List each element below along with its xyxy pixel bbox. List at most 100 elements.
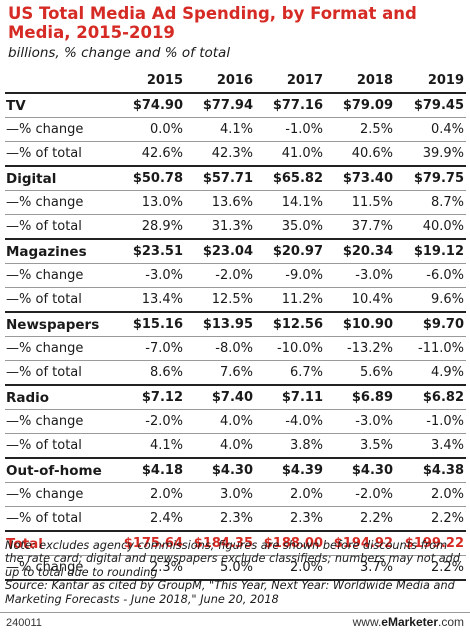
value-cell: 40.6% [325,141,395,167]
table-row: —% change 2.3% 5.0% 2.0% 3.7% 2.2% [5,555,466,581]
value-cell: 5.6% [325,360,395,386]
value-cell: -9.0% [255,263,325,288]
value-cell: 3.7% [325,555,395,581]
value-cell: 13.6% [185,190,255,215]
value-cell: -1.0% [255,117,325,142]
value-cell: -13.2% [325,336,395,361]
value-cell: 8.7% [395,190,466,215]
value-cell: $4.38 [395,457,466,483]
value-cell: $79.09 [325,93,395,118]
value-cell: 10.4% [325,287,395,313]
row-label: —% change [5,482,117,507]
value-cell: $15.16 [117,311,185,337]
value-cell: 40.0% [395,214,466,240]
value-cell: -2.0% [325,482,395,507]
value-cell: $65.82 [255,165,325,191]
source-text: Source: Kantar as cited by GroupM, "This… [5,579,455,606]
value-cell: $20.97 [255,238,325,264]
value-cell: $13.95 [185,311,255,337]
row-label: Digital [5,165,117,191]
table-row: —% of total 28.9% 31.3% 35.0% 37.7% 40.0% [5,214,466,240]
value-cell: 42.3% [185,141,255,167]
row-label: Newspapers [5,311,117,337]
value-cell: $12.56 [255,311,325,337]
value-cell: 2.0% [255,482,325,507]
row-label: —% change [5,190,117,215]
value-cell: 4.9% [395,360,466,386]
value-cell: -1.0% [395,409,466,434]
value-cell: $194.92 [325,530,395,556]
value-cell: 4.0% [185,433,255,459]
value-cell: 35.0% [255,214,325,240]
header-cell: 2019 [395,69,466,94]
table-row: —% of total 4.1% 4.0% 3.8% 3.5% 3.4% [5,433,466,459]
logo-suffix: .com [437,615,464,629]
value-cell: $199.22 [395,530,466,556]
emarketer-logo: www.eMarketer.com [353,615,464,629]
value-cell: -3.0% [325,409,395,434]
value-cell: $188.00 [255,530,325,556]
value-cell: $10.90 [325,311,395,337]
value-cell: $79.75 [395,165,466,191]
value-cell: $73.40 [325,165,395,191]
value-cell: $4.18 [117,457,185,483]
value-cell: $4.39 [255,457,325,483]
table-row: —% change 13.0% 13.6% 14.1% 11.5% 8.7% [5,190,466,215]
table-row: —% change -7.0% -8.0% -10.0% -13.2% -11.0% [5,336,466,361]
value-cell: 31.3% [185,214,255,240]
value-cell: -3.0% [117,263,185,288]
value-cell: 0.4% [395,117,466,142]
value-cell: 11.2% [255,287,325,313]
value-cell: 2.2% [325,506,395,532]
value-cell: $23.51 [117,238,185,264]
value-cell: -11.0% [395,336,466,361]
value-cell: 4.1% [185,117,255,142]
value-cell: 2.4% [117,506,185,532]
row-label: TV [5,93,117,118]
table-row: —% change -2.0% 4.0% -4.0% -3.0% -1.0% [5,409,466,434]
header-cell [5,69,117,94]
header-cell: 2016 [185,69,255,94]
chart-subtitle: billions, % change and % of total [8,45,231,61]
table-row: —% of total 2.4% 2.3% 2.3% 2.2% 2.2% [5,506,466,532]
table-row: —% change 2.0% 3.0% 2.0% -2.0% 2.0% [5,482,466,507]
value-cell: 28.9% [117,214,185,240]
value-cell: -10.0% [255,336,325,361]
value-cell: 3.8% [255,433,325,459]
row-label: —% change [5,117,117,142]
chart-title: US Total Media Ad Spending, by Format an… [8,4,417,42]
value-cell: 8.6% [117,360,185,386]
row-label: Total [5,530,117,556]
row-label: —% of total [5,433,117,459]
value-cell: 2.5% [325,117,395,142]
value-cell: 12.5% [185,287,255,313]
value-cell: 3.5% [325,433,395,459]
data-table: 2015 2016 2017 2018 2019 TV $74.90 $77.94 $… [5,69,466,581]
value-cell: 3.0% [185,482,255,507]
value-cell: 2.0% [117,482,185,507]
value-cell: 2.3% [117,555,185,581]
value-cell: $20.34 [325,238,395,264]
value-cell: $77.16 [255,93,325,118]
value-cell: 7.6% [185,360,255,386]
row-label: —% of total [5,214,117,240]
value-cell: 2.3% [255,506,325,532]
table-row: —% change -3.0% -2.0% -9.0% -3.0% -6.0% [5,263,466,288]
value-cell: $4.30 [325,457,395,483]
logo-brand: eMarketer [381,615,438,629]
value-cell: -8.0% [185,336,255,361]
value-cell: $57.71 [185,165,255,191]
value-cell: 11.5% [325,190,395,215]
value-cell: 14.1% [255,190,325,215]
header-cell: 2018 [325,69,395,94]
value-cell: $7.12 [117,384,185,410]
value-cell: 13.4% [117,287,185,313]
value-cell: $9.70 [395,311,466,337]
value-cell: 37.7% [325,214,395,240]
header-cell: 2015 [117,69,185,94]
value-cell: $23.04 [185,238,255,264]
row-label: —% of total [5,506,117,532]
value-cell: 2.3% [185,506,255,532]
value-cell: -3.0% [325,263,395,288]
